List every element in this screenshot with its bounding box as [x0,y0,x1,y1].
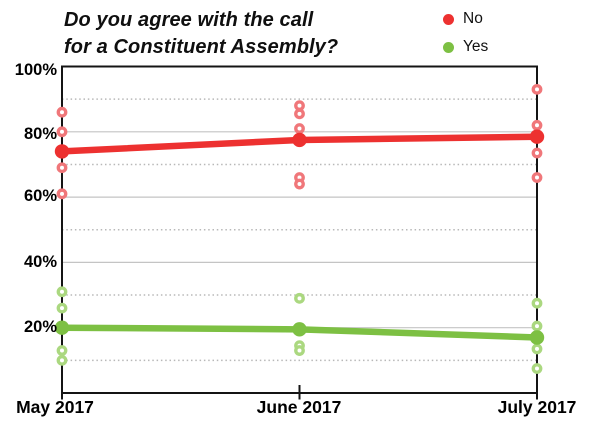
scatter-point-yes [56,286,68,298]
legend-item-no: No [443,8,488,30]
scatter-point-yes [531,297,543,309]
chart-title-line1: Do you agree with the call [64,9,314,31]
chart-title: Do you agree with the call for a Constit… [64,7,338,60]
scatter-point-no [294,108,305,120]
legend-dot-yes [443,41,454,53]
legend-label-no: No [463,10,483,27]
trend-point-yes [529,330,545,345]
ytick-40: 40% [23,253,57,271]
scatter-point-no [56,188,68,200]
scatter-point-no [531,147,543,159]
trend-point-no [54,144,70,159]
legend-item-yes: Yes [443,36,488,58]
trend-point-no [529,129,545,144]
ytick-80: 80% [23,125,57,143]
scatter-point-yes [56,345,68,356]
scatter-point-yes [56,302,68,314]
scatter-point-no [294,178,305,190]
ytick-20: 20% [23,318,57,336]
scatter-point-yes [56,354,68,366]
legend: No Yes [443,8,488,64]
scatter-point-no [294,123,305,134]
scatter-point-no [531,172,543,183]
scatter-point-no [56,162,68,174]
ytick-60: 60% [23,187,57,205]
scatter-point-no [531,119,543,131]
ytick-100: 100% [14,61,57,79]
trend-point-yes [292,322,307,337]
scatter-point-yes [294,345,305,356]
legend-dot-no [443,13,454,25]
trend-point-yes [54,320,70,335]
chart-title-line2: for a Constituent Assembly? [64,35,339,58]
scatter-point-yes [531,320,543,332]
xtick-june: June 2017 [256,397,342,417]
trend-point-no [292,132,307,148]
scatter-point-yes [294,292,305,304]
scatter-point-no [56,126,68,138]
legend-label-yes: Yes [463,38,489,55]
scatter-point-yes [531,363,543,374]
scatter-point-yes [531,343,543,355]
scatter-point-no [294,100,305,112]
xtick-may: May 2017 [16,397,94,417]
scatter-point-no [56,106,68,118]
scatter-point-no [531,83,543,95]
xtick-july: July 2017 [497,397,577,417]
